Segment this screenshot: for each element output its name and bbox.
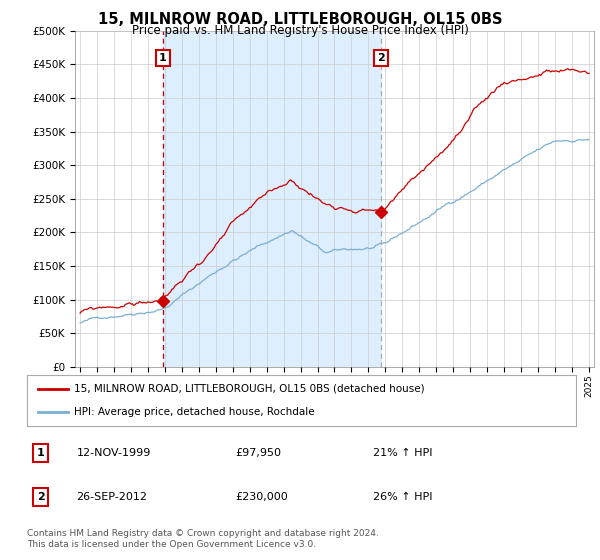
Text: 15, MILNROW ROAD, LITTLEBOROUGH, OL15 0BS: 15, MILNROW ROAD, LITTLEBOROUGH, OL15 0B… [98, 12, 502, 27]
Text: Price paid vs. HM Land Registry's House Price Index (HPI): Price paid vs. HM Land Registry's House … [131, 24, 469, 37]
Text: 1: 1 [159, 53, 167, 63]
Text: 1: 1 [37, 448, 44, 458]
Text: 26% ↑ HPI: 26% ↑ HPI [373, 492, 433, 502]
Text: 12-NOV-1999: 12-NOV-1999 [76, 448, 151, 458]
Text: 26-SEP-2012: 26-SEP-2012 [76, 492, 148, 502]
Text: £97,950: £97,950 [236, 448, 281, 458]
Text: HPI: Average price, detached house, Rochdale: HPI: Average price, detached house, Roch… [74, 407, 314, 417]
Text: 15, MILNROW ROAD, LITTLEBOROUGH, OL15 0BS (detached house): 15, MILNROW ROAD, LITTLEBOROUGH, OL15 0B… [74, 384, 424, 394]
Text: 2: 2 [377, 53, 385, 63]
Text: 21% ↑ HPI: 21% ↑ HPI [373, 448, 433, 458]
Text: 2: 2 [37, 492, 44, 502]
Bar [163, 31, 381, 367]
Text: £230,000: £230,000 [236, 492, 289, 502]
Text: Contains HM Land Registry data © Crown copyright and database right 2024.
This d: Contains HM Land Registry data © Crown c… [27, 529, 379, 549]
